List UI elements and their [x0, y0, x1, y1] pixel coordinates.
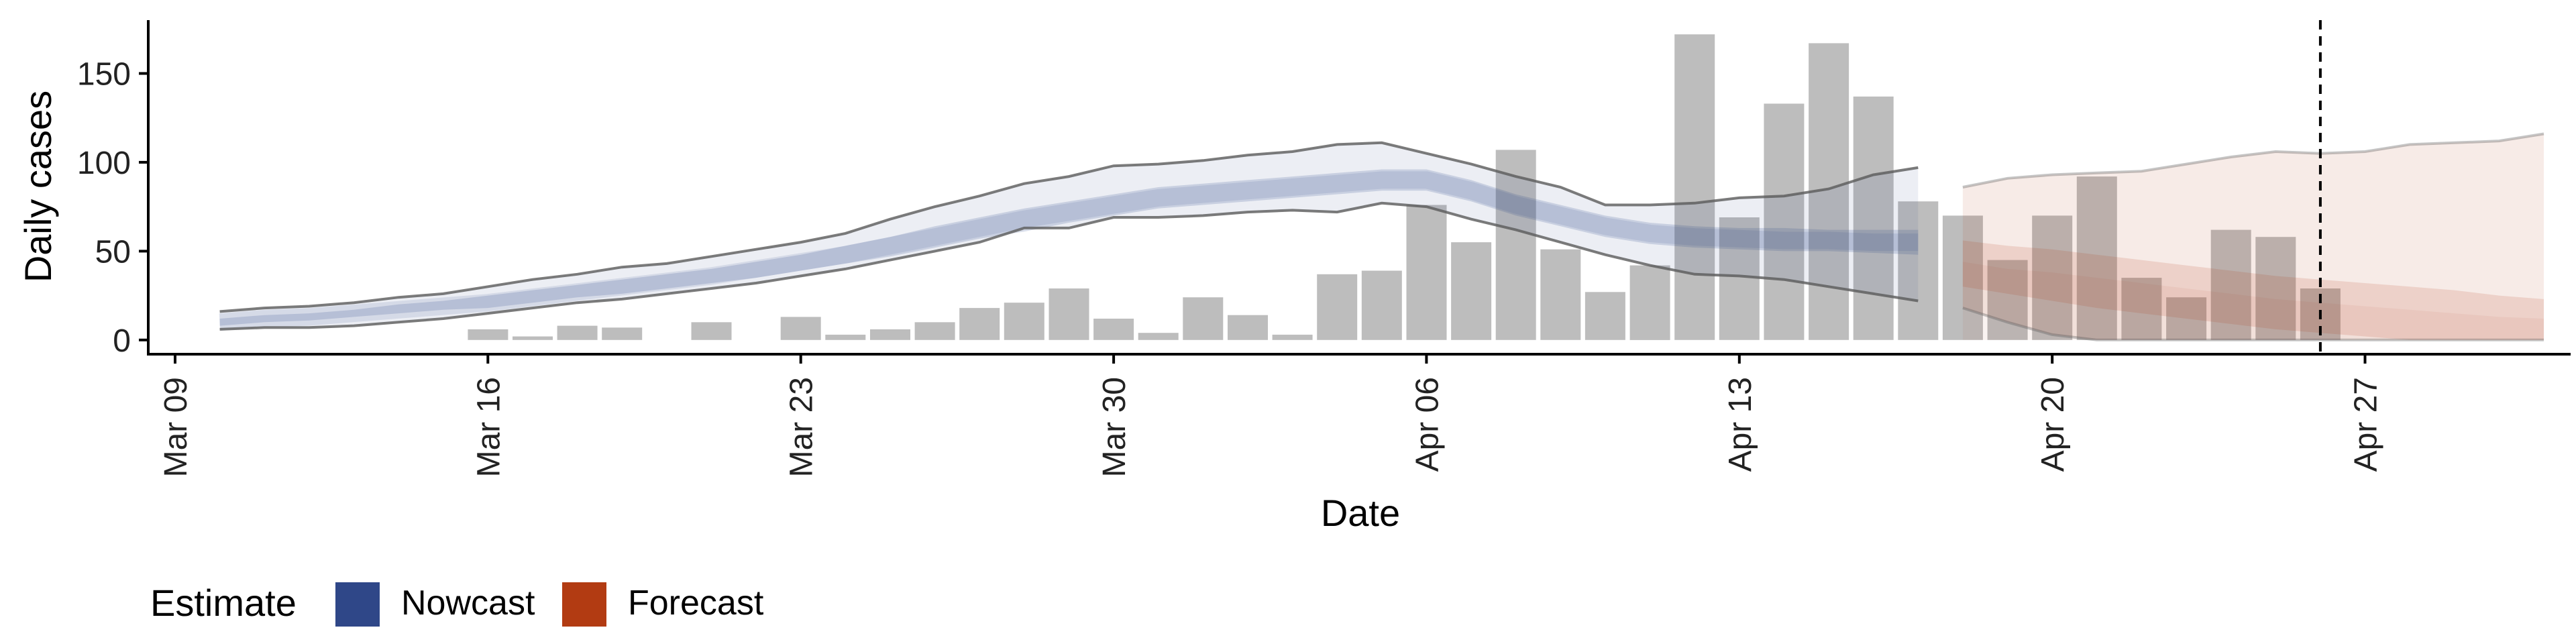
legend-label-nowcast: Nowcast: [401, 584, 535, 623]
case-bar: [1629, 265, 1670, 340]
case-bar: [2121, 278, 2162, 340]
case-bar: [1495, 150, 1536, 340]
y-tick-label: 50: [95, 234, 131, 270]
case-bar: [2210, 229, 2251, 340]
case-bar: [1361, 270, 1402, 340]
nowcast-inner-band: [219, 169, 1919, 326]
case-bar: [1898, 201, 1939, 340]
case-bar: [780, 317, 821, 340]
plot-area: [219, 20, 2544, 354]
nowcast-lower-line: [219, 201, 1919, 331]
y-tick-label: 150: [77, 57, 131, 93]
case-bar: [2166, 297, 2207, 340]
case-bar: [1004, 303, 1044, 340]
legend-label-forecast: Forecast: [628, 584, 764, 623]
case-bar: [1585, 292, 1625, 340]
forecast-median-band: [1962, 262, 2544, 340]
case-bar: [513, 336, 553, 340]
case-bar: [1272, 334, 1313, 340]
x-tick-label: Apr 06: [1409, 377, 1445, 472]
forecast-lower-line: [1962, 307, 2544, 341]
case-bar: [1451, 242, 1492, 340]
nowcast-outer-band: [219, 142, 1919, 329]
case-bar: [1049, 288, 1089, 340]
x-tick-label: Apr 20: [2035, 377, 2071, 472]
case-bar: [691, 322, 732, 340]
case-bar: [2076, 176, 2117, 340]
y-axis-title: Daily cases: [17, 91, 59, 282]
case-bar: [1674, 34, 1715, 340]
case-bar: [1228, 315, 1268, 340]
x-tick-label: Apr 27: [2349, 377, 2384, 472]
forecast-upper-line: [1962, 132, 2544, 189]
legend-swatch-forecast: [562, 582, 606, 627]
y-axis-ticks: 0 50 100 150: [77, 57, 148, 359]
nowcast-upper-line: [219, 141, 1919, 313]
case-bar: [1093, 319, 1134, 340]
case-bar: [1183, 297, 1224, 340]
forecast-outer-band: [1962, 133, 2544, 340]
case-bar: [2255, 237, 2296, 340]
x-tick-label: Apr 13: [1723, 377, 1758, 472]
case-bar: [2032, 215, 2073, 340]
case-bar: [1317, 274, 1358, 340]
case-bar: [557, 325, 598, 340]
case-bar: [1764, 103, 1805, 340]
case-bar: [468, 329, 508, 340]
legend-title: Estimate: [150, 582, 297, 624]
legend-swatch-nowcast: [335, 582, 380, 627]
x-tick-label: Mar 09: [158, 377, 194, 477]
y-tick-label: 0: [113, 323, 131, 359]
case-bar: [1987, 260, 2028, 340]
legend: Estimate Nowcast Forecast: [150, 582, 764, 627]
case-bar: [1138, 333, 1179, 340]
forecast-inner-band: [1962, 240, 2544, 340]
case-bar: [1942, 215, 1983, 340]
case-bar: [870, 329, 910, 340]
x-axis-title: Date: [1321, 492, 1400, 534]
case-bar: [1406, 205, 1447, 340]
x-tick-label: Mar 23: [784, 377, 820, 477]
case-bar: [959, 308, 1000, 340]
x-tick-label: Mar 16: [471, 377, 506, 477]
case-bar: [602, 327, 643, 340]
case-bar: [1853, 96, 1894, 340]
case-bar: [1719, 217, 1760, 340]
case-bar: [914, 322, 955, 340]
case-bar: [825, 334, 866, 340]
case-bar: [1540, 249, 1581, 340]
x-axis-ticks: Mar 09 Mar 16 Mar 23 Mar 30 Apr 06 Apr 13 Apr …: [158, 354, 2384, 477]
y-tick-label: 100: [77, 146, 131, 181]
x-tick-label: Mar 30: [1097, 377, 1132, 477]
nowcast-median-band: [219, 171, 1919, 331]
